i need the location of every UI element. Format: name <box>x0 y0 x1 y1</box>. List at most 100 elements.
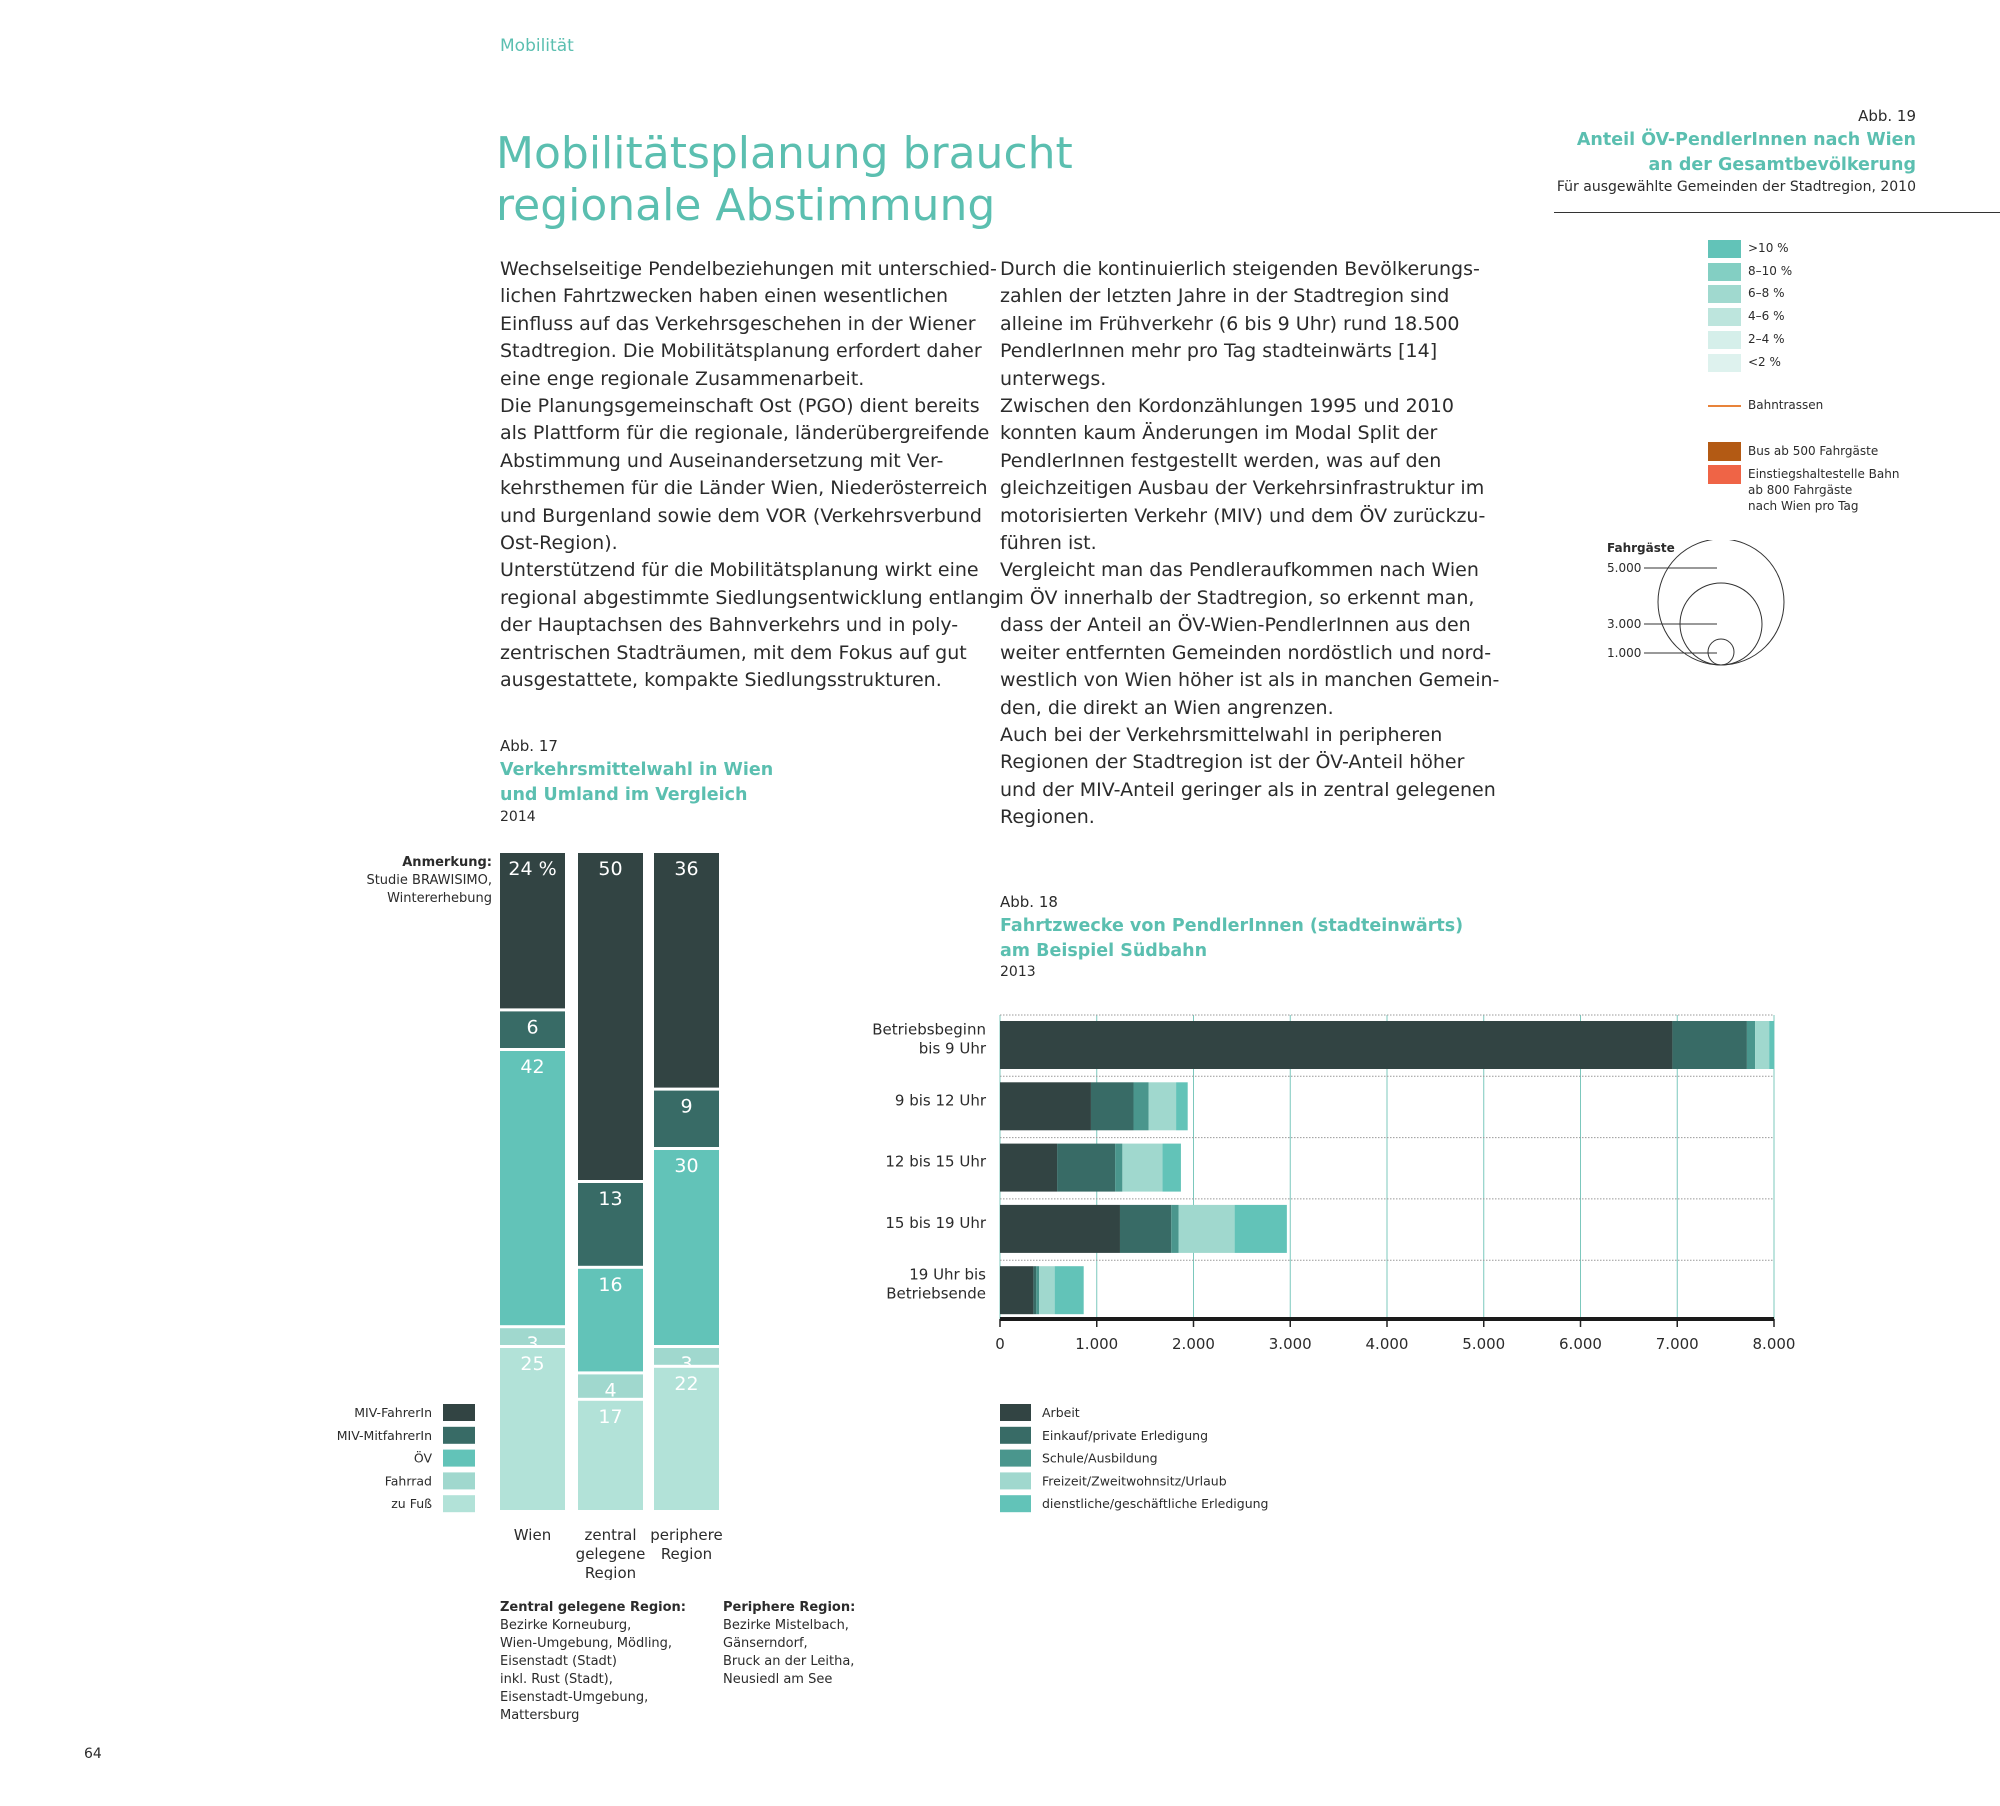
size-label: 5.000 <box>1607 561 1641 575</box>
text-line: den, die direkt an Wien angrenzen. <box>1000 696 1334 719</box>
figure-title-line: Anteil ÖV-PendlerInnen nach Wien <box>1576 130 1916 150</box>
figure-title-line: Verkehrsmittelwahl in Wien <box>500 760 774 780</box>
size-legend-circles: 5.000 3.000 1.000 <box>1607 540 1785 666</box>
figure-17-chart: 24 %642325Wien501316417zentralgelegeneRe… <box>337 853 723 1580</box>
figure-17-year: 2014 <box>500 809 536 825</box>
row-label: Betriebsende <box>886 1285 986 1303</box>
bar-segment <box>1000 1082 1091 1131</box>
x-tick-label: 7.000 <box>1656 1335 1699 1353</box>
text-line: und der MIV-Anteil geringer als in zentr… <box>1000 778 1496 801</box>
legend-label: <2 % <box>1748 354 1781 369</box>
text-line: unterwegs. <box>1000 367 1107 390</box>
note-line: Wintererhebung <box>387 891 492 906</box>
figure-18-number: Abb. 18 <box>1000 893 1058 911</box>
text-line: Zwischen den Kordonzählungen 1995 und 20… <box>1000 395 1454 418</box>
figure-17-title: Verkehrsmittelwahl in Wien und Umland im… <box>500 758 773 808</box>
bar-segment <box>1115 1143 1123 1192</box>
bar-segment <box>1769 1021 1774 1069</box>
bar-segment <box>654 1150 719 1345</box>
footnote-peripher: Periphere Region: Bezirke Mistelbach, Gäns… <box>723 1599 933 1689</box>
text-line: Ost-Region). <box>500 532 618 555</box>
x-tick-label: 3.000 <box>1269 1335 1312 1353</box>
legend-swatch <box>443 1404 475 1421</box>
note-label: Anmerkung: <box>402 855 492 870</box>
bar-segment <box>654 853 719 1088</box>
bar-value-label: 22 <box>674 1373 698 1395</box>
bar-value-label: 9 <box>680 1096 692 1118</box>
text-line: Unterstützend für die Mobilitätsplanung … <box>500 559 979 582</box>
text-line: lichen Fahrtzwecken haben einen wesentli… <box>500 285 949 308</box>
size-label: 1.000 <box>1607 646 1641 660</box>
legend-swatch <box>1000 1449 1031 1467</box>
legend-label: Bus ab 500 Fahrgäste <box>1748 444 1879 458</box>
row-label: Betriebsbeginn <box>872 1021 986 1039</box>
body-text-left: Wechselseitige Pendelbeziehungen mit unt… <box>500 256 1001 695</box>
footnote-line: Bezirke Korneuburg, <box>500 1618 632 1633</box>
bar-segment <box>1000 1266 1034 1315</box>
footnote-line: Wien-Umgebung, Mödling, <box>500 1636 673 1651</box>
bar-value-label: 17 <box>598 1406 622 1428</box>
figure-19-subtitle: Für ausgewählte Gemeinden der Stadtregio… <box>1556 179 1916 195</box>
row-label: bis 9 Uhr <box>919 1040 987 1058</box>
bar-segment <box>1148 1082 1177 1131</box>
stop-swatch <box>1708 465 1741 484</box>
row-label: 15 bis 19 Uhr <box>885 1214 986 1232</box>
bar-segment <box>1039 1266 1055 1315</box>
text-line: weiter entfernten Gemeinden nordöstlich … <box>1000 641 1492 664</box>
category-label: gelegene <box>576 1545 646 1563</box>
text-line: Wechselseitige Pendelbeziehungen mit unt… <box>500 258 997 280</box>
size-label: 3.000 <box>1607 617 1641 631</box>
footnote-line: inkl. Rust (Stadt), <box>500 1672 613 1687</box>
footnote-line: Neusiedl am See <box>723 1672 833 1687</box>
legend-swatch <box>443 1426 475 1444</box>
text-line: eine enge regionale Zusammenarbeit. <box>500 367 865 390</box>
rail-line-icon <box>1708 405 1741 407</box>
legend-label: MIV-MitfahrerIn <box>337 1428 432 1443</box>
category-label: Region <box>661 1545 712 1563</box>
bar-segment <box>500 1011 565 1048</box>
legend-label: Bahntrassen <box>1748 398 1824 412</box>
bar-segment <box>1133 1082 1149 1131</box>
text-line: Stadtregion. Die Mobilitätsplanung erfor… <box>500 340 982 363</box>
legend-swatch <box>1708 240 1741 258</box>
text-line: Regionen der Stadtregion ist der ÖV-Ante… <box>1000 751 1465 774</box>
figure-title-line: Fahrtzwecke von PendlerInnen (stadteinwä… <box>1000 916 1464 936</box>
text-line: PendlerInnen festgestellt werden, was au… <box>1000 449 1442 472</box>
bar-segment <box>1746 1021 1756 1069</box>
bar-value-label: 50 <box>598 858 622 880</box>
bar-segment <box>578 1268 643 1372</box>
bar-segment <box>1054 1266 1084 1315</box>
bar-value-label: 42 <box>520 1056 544 1078</box>
figure-title-line: und Umland im Vergleich <box>500 785 748 805</box>
footnote-line: Mattersburg <box>500 1708 580 1723</box>
legend-label: Fahrrad <box>385 1473 432 1488</box>
section-label: Mobilität <box>500 36 574 56</box>
figure-18-year: 2013 <box>1000 964 1036 980</box>
bar-value-label: 25 <box>520 1353 544 1375</box>
body-text-right: Durch die kontinuierlich steigenden Bevö… <box>1000 256 1499 832</box>
size-legend-title: Fahrgäste <box>1607 541 1675 555</box>
bar-segment <box>1090 1082 1134 1131</box>
footnote-heading: Periphere Region: <box>723 1600 856 1615</box>
footnote-line: Bruck an der Leitha, <box>723 1654 855 1669</box>
bar-segment <box>1672 1021 1747 1069</box>
legend-swatch <box>443 1495 475 1513</box>
text-line: ausgestattete, kompakte Siedlungsstruktu… <box>500 669 942 692</box>
text-line: alleine im Frühverkehr (6 bis 9 Uhr) run… <box>1000 312 1460 335</box>
divider <box>1554 212 2000 213</box>
text-line: und Burgenland sowie dem VOR (Verkehrsve… <box>500 504 982 527</box>
legend-label: zu Fuß <box>391 1496 432 1511</box>
text-line: Abstimmung und Auseinandersetzung mit Ve… <box>500 449 944 472</box>
bar-value-label: 30 <box>674 1155 698 1177</box>
bar-segment <box>1036 1266 1040 1315</box>
text-line: im ÖV innerhalb der Stadtregion, so erke… <box>1000 586 1475 609</box>
bar-value-label: 16 <box>598 1274 622 1296</box>
bar-segment <box>654 1348 719 1365</box>
legend-swatch <box>1708 285 1741 304</box>
text-line: PendlerInnen mehr pro Tag stadteinwärts … <box>1000 340 1438 363</box>
footnote-line: Bezirke Mistelbach, <box>723 1618 849 1633</box>
footnote-zentral: Zentral gelegene Region: Bezirke Korneubu… <box>500 1599 710 1725</box>
bar-segment <box>654 1367 719 1510</box>
text-line: zentrischen Stadträumen, mit dem Fokus a… <box>500 641 967 664</box>
bar-segment <box>1000 1204 1120 1253</box>
